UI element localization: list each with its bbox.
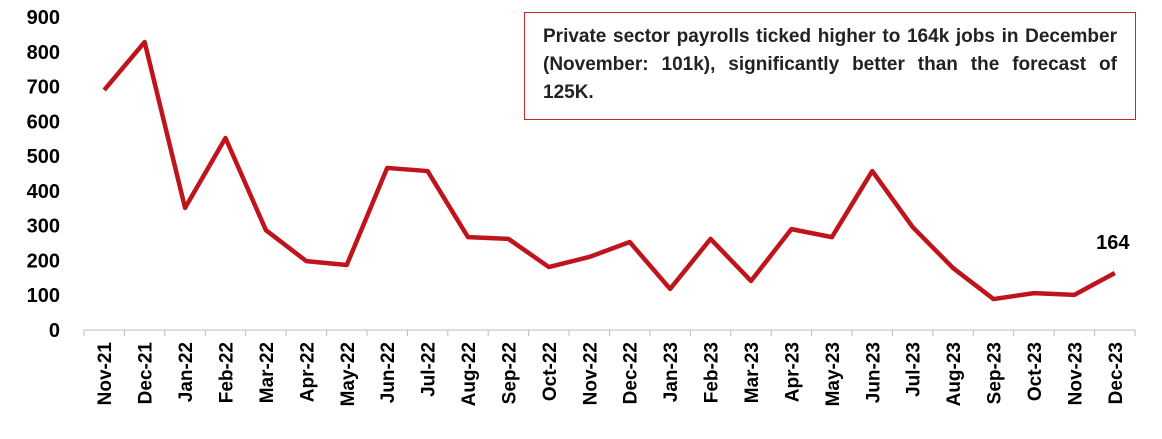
y-tick-label: 500 — [27, 146, 60, 168]
line — [102, 39, 1116, 302]
x-tick-label: Apr-22 — [297, 342, 318, 402]
x-tick-label: Jun-23 — [863, 342, 884, 403]
x-tick-label: Feb-22 — [216, 342, 237, 403]
x-tick-label: Jan-22 — [176, 342, 197, 402]
x-tick-label: Nov-22 — [580, 342, 601, 405]
y-tick-label: 100 — [27, 285, 60, 307]
y-tick-label: 200 — [27, 250, 60, 272]
x-tick-label: Oct-22 — [540, 342, 561, 401]
x-tick-label: Mar-23 — [742, 342, 763, 403]
y-tick-label: 0 — [49, 320, 60, 342]
y-tick-label: 800 — [27, 42, 60, 64]
x-tick-label: Jun-22 — [378, 342, 399, 403]
x-tick-label: Nov-21 — [95, 342, 116, 406]
annotation: Private sector payrolls ticked higher to… — [524, 12, 1136, 120]
x-tick-label: Jan-23 — [661, 342, 682, 402]
x-tick-label: Dec-23 — [1106, 342, 1127, 404]
y-tick-label: 700 — [27, 77, 60, 99]
x-tick-label: Jul-23 — [904, 342, 925, 397]
x-tick-label: Aug-23 — [944, 342, 965, 406]
x-tick-label: Apr-23 — [782, 342, 803, 402]
x-tick-label: Sep-23 — [985, 342, 1006, 404]
y-tick-label: 600 — [27, 111, 60, 133]
x-tick-label: Nov-23 — [1065, 342, 1086, 405]
x-tick-label: Mar-22 — [257, 342, 278, 403]
y-tick-label: 300 — [27, 216, 60, 238]
x-tick-label: May-23 — [823, 342, 844, 406]
x-tick-label: Dec-21 — [136, 342, 157, 405]
x-tick-label: May-22 — [338, 342, 359, 406]
x-tick-label: Jul-22 — [419, 342, 440, 397]
x-tick-label: Sep-22 — [499, 342, 520, 404]
x-tick-label: Feb-23 — [702, 342, 723, 403]
y-tick-label: 900 — [27, 7, 60, 29]
data-label: 164 — [1096, 232, 1130, 254]
x-tick-label: Oct-23 — [1025, 342, 1046, 401]
x-tick-label: Dec-22 — [621, 342, 642, 404]
y-tick-label: 400 — [27, 181, 60, 203]
x-tick-label: Aug-22 — [459, 342, 480, 406]
